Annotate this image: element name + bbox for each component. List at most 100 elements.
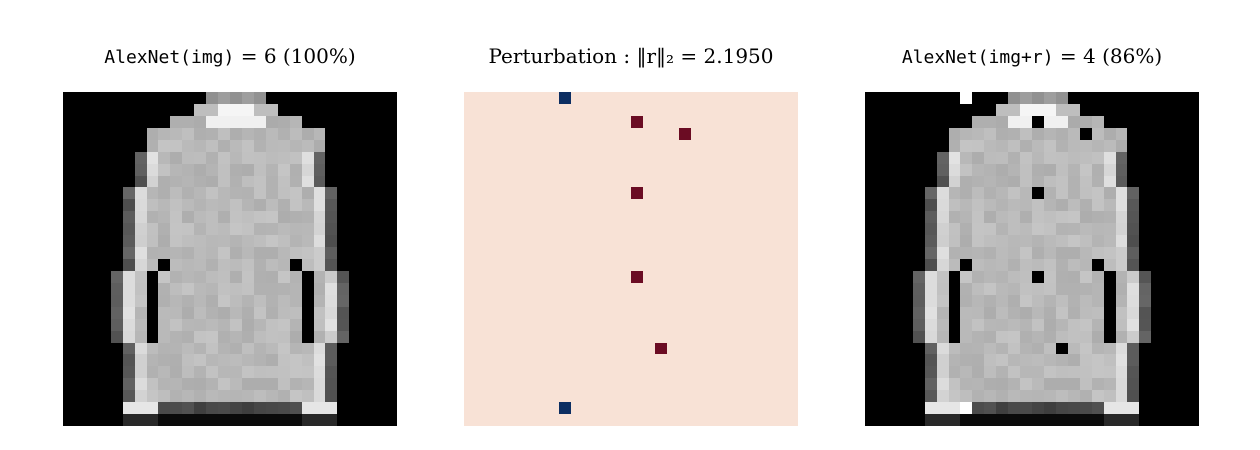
pixel	[547, 127, 560, 140]
pixel	[1091, 139, 1104, 152]
pixel	[499, 211, 512, 224]
pixel	[241, 127, 254, 140]
pixel	[996, 330, 1009, 343]
pixel	[631, 235, 643, 248]
pixel	[277, 115, 290, 128]
pixel	[738, 354, 751, 367]
pixel	[158, 378, 171, 391]
pixel	[702, 306, 715, 319]
pixel	[74, 247, 87, 259]
pixel	[1091, 103, 1104, 116]
pixel	[984, 115, 997, 128]
pixel	[972, 330, 985, 343]
pixel	[511, 151, 524, 164]
pixel	[1079, 151, 1092, 164]
pixel	[487, 282, 500, 295]
pixel	[619, 390, 631, 403]
pixel	[499, 318, 512, 331]
pixel	[98, 330, 111, 343]
pixel	[559, 294, 572, 307]
pixel	[607, 92, 620, 104]
pixel	[349, 187, 362, 200]
pixel	[726, 139, 739, 152]
pixel	[206, 211, 219, 224]
pixel	[313, 282, 326, 295]
pixel	[619, 414, 631, 426]
pixel	[1103, 115, 1116, 128]
pixel	[948, 199, 961, 212]
pixel	[74, 366, 87, 379]
pixel	[1139, 330, 1152, 343]
pixel	[158, 92, 171, 104]
pixel	[631, 306, 643, 319]
pixel	[523, 92, 536, 104]
pixel	[924, 247, 937, 259]
pixel	[523, 342, 536, 355]
pixel	[774, 139, 787, 152]
pixel	[86, 366, 99, 379]
pixel	[996, 259, 1009, 271]
pixel	[865, 330, 877, 343]
pixel	[464, 175, 476, 188]
pixel	[134, 366, 147, 379]
pixel	[690, 175, 703, 188]
pixel	[888, 187, 901, 200]
pixel	[134, 294, 147, 307]
pixel	[325, 247, 338, 259]
pixel	[619, 402, 631, 415]
pixel	[110, 378, 123, 391]
pixel	[265, 139, 278, 152]
pixel	[912, 282, 925, 295]
pixel	[170, 211, 183, 224]
pixel	[936, 127, 949, 140]
pixel	[63, 92, 75, 104]
pixel	[678, 366, 691, 379]
pixel	[349, 151, 362, 164]
pixel	[134, 247, 147, 259]
pixel	[690, 354, 703, 367]
pixel	[774, 211, 787, 224]
pixel	[1043, 199, 1056, 212]
pixel	[774, 235, 787, 248]
pixel	[547, 259, 560, 271]
pixel	[218, 282, 230, 295]
pixel	[762, 294, 775, 307]
pixel	[762, 92, 775, 104]
pixel	[607, 294, 620, 307]
pixel	[301, 354, 314, 367]
pixel	[726, 115, 739, 128]
pixel	[373, 235, 386, 248]
pixel	[74, 127, 87, 140]
pixel	[206, 366, 219, 379]
pixel	[86, 318, 99, 331]
pixel	[786, 342, 798, 355]
pixel	[1103, 282, 1116, 295]
pixel	[619, 318, 631, 331]
pixel	[738, 378, 751, 391]
pixel	[571, 330, 584, 343]
pixel	[984, 318, 997, 331]
pixel	[1020, 163, 1032, 176]
pixel	[702, 92, 715, 104]
pixel	[63, 330, 75, 343]
pixel	[900, 354, 913, 367]
pixel	[900, 306, 913, 319]
pixel	[559, 187, 572, 200]
pixel	[888, 318, 901, 331]
pixel	[325, 199, 338, 212]
pixel	[349, 378, 362, 391]
pixel	[241, 402, 254, 415]
pixel	[865, 127, 877, 140]
pixel	[607, 223, 620, 236]
pixel	[619, 366, 631, 379]
pixel	[361, 306, 374, 319]
pixel	[666, 402, 679, 415]
pixel	[774, 163, 787, 176]
pixel	[241, 175, 254, 188]
pixel	[385, 103, 397, 116]
pixel	[948, 127, 961, 140]
pixel	[1103, 306, 1116, 319]
pixel	[972, 187, 985, 200]
pixel	[888, 306, 901, 319]
pixel	[1103, 223, 1116, 236]
